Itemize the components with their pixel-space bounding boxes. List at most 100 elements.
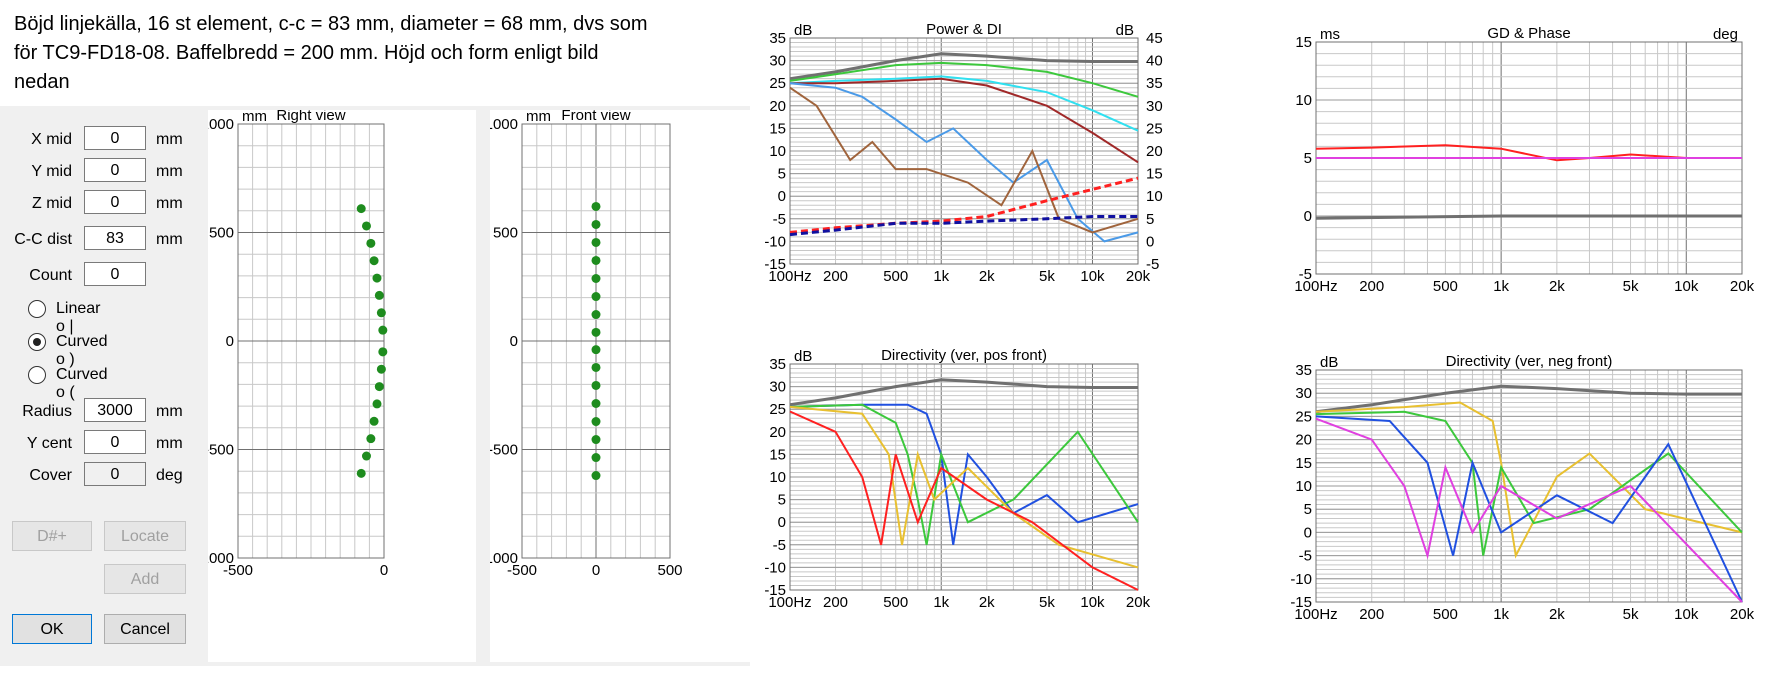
y2-axis-unit: dB [1116, 22, 1134, 39]
x-tick-label: 500 [883, 268, 908, 285]
y2-tick-label: 45 [1146, 30, 1163, 47]
y-tick-label: 0 [510, 333, 518, 350]
series-line [789, 403, 1139, 545]
caption-line: Böjd linjekälla, 16 st element, c-c = 83… [14, 13, 648, 35]
x-mid-input[interactable]: 0 [84, 126, 146, 150]
series-line [1315, 415, 1743, 603]
driver-point [356, 468, 366, 478]
caption-line: nedan [14, 71, 70, 93]
x-tick-label: -500 [223, 562, 253, 579]
y-tick-label: -500 [490, 442, 518, 459]
x-tick-label: 20k [1126, 268, 1151, 285]
caption: Böjd linjekälla, 16 st element, c-c = 83… [14, 10, 734, 97]
driver-point [591, 398, 601, 408]
y2-tick-label: 5 [1146, 211, 1154, 228]
add-button[interactable]: Add [104, 564, 186, 594]
locate-button[interactable]: Locate [104, 521, 186, 551]
y-tick-label: 0 [778, 514, 786, 531]
driver-point [591, 380, 601, 390]
y-tick-label: -1000 [490, 550, 518, 567]
y-tick-label: 35 [769, 30, 786, 47]
driver-point [591, 201, 601, 211]
radio-linear[interactable] [28, 300, 46, 318]
radio-curved-concave[interactable] [28, 366, 46, 384]
y-tick-label: 500 [209, 225, 234, 242]
y-cent-input[interactable]: 0 [84, 430, 146, 454]
y-mid-input[interactable]: 0 [84, 158, 146, 182]
z-mid-unit: mm [156, 195, 183, 212]
radio-curved-convex-label[interactable]: Curved o ) [56, 333, 108, 368]
driver-point [591, 453, 601, 463]
z-mid-input[interactable]: 0 [84, 190, 146, 214]
cover-label: Cover [29, 467, 72, 484]
y-tick-label: -10 [764, 233, 786, 250]
y2-tick-label: 20 [1146, 143, 1163, 160]
chart-title: Power & DI [926, 21, 1002, 38]
driver-point [378, 347, 388, 357]
x-tick-label: 1k [1493, 606, 1509, 623]
radio-curved-concave-label[interactable]: Curved o ( [56, 366, 108, 401]
x-tick-label: 200 [1359, 278, 1384, 295]
x-tick-label: 100Hz [768, 268, 811, 285]
chart-title: Directivity (ver, pos front) [881, 347, 1047, 364]
driver-point [361, 221, 371, 231]
cc-dist-input[interactable]: 83 [84, 226, 146, 250]
y-axis-unit: mm [526, 110, 551, 125]
ok-button[interactable]: OK [12, 614, 92, 644]
y-tick-label: 25 [1295, 408, 1312, 425]
chart-title: Front view [561, 110, 630, 124]
driver-point [591, 417, 601, 427]
radius-input[interactable]: 3000 [84, 398, 146, 422]
y-axis-unit: dB [794, 348, 812, 365]
y2-tick-label: 30 [1146, 98, 1163, 115]
d-hash-plus-button[interactable]: D#+ [12, 521, 92, 551]
x-tick-label: 200 [823, 594, 848, 611]
y-tick-label: 15 [769, 120, 786, 137]
x-tick-label: 5k [1039, 594, 1055, 611]
chart-title: Directivity (ver, neg front) [1446, 353, 1613, 370]
driver-point [591, 471, 601, 481]
x-tick-label: 2k [1549, 278, 1565, 295]
y2-tick-label: -5 [1146, 256, 1159, 273]
count-label: Count [29, 267, 72, 284]
y-tick-label: -5 [773, 211, 786, 228]
y-tick-label: 5 [778, 166, 786, 183]
y-tick-label: 0 [226, 333, 234, 350]
y-tick-label: -15 [764, 256, 786, 273]
x-tick-label: 0 [592, 562, 600, 579]
y-mid-label: Y mid [31, 163, 72, 180]
y-tick-label: 30 [769, 379, 786, 396]
x-tick-label: 2k [979, 268, 995, 285]
x-tick-label: 10k [1674, 606, 1699, 623]
driver-point [366, 238, 376, 248]
series-line [789, 215, 1138, 237]
radio-curved-convex[interactable] [28, 333, 46, 351]
y-tick-label: 1000 [490, 116, 518, 133]
x-tick-label: 20k [1730, 278, 1755, 295]
count-input[interactable]: 0 [84, 262, 146, 286]
y-tick-label: 0 [778, 188, 786, 205]
driver-point [591, 274, 601, 284]
x-tick-label: 1k [1493, 278, 1509, 295]
x-tick-label: 0 [380, 562, 388, 579]
cancel-button[interactable]: Cancel [104, 614, 186, 644]
driver-point [369, 416, 379, 426]
x-tick-label: 100Hz [768, 594, 811, 611]
cover-input[interactable]: 0 [84, 462, 146, 486]
x-tick-label: 200 [823, 268, 848, 285]
y2-tick-label: 25 [1146, 120, 1163, 137]
series-line [1315, 417, 1743, 603]
radio-linear-label[interactable]: Linear o | [56, 300, 101, 335]
y2-tick-label: 15 [1146, 166, 1163, 183]
x-tick-label: 2k [979, 594, 995, 611]
directivity-pos-panel: 35 30 25 20 15 10 5 0 -5 -10 -15 100Hz 200 500 1k 2k 5k 1… [752, 340, 1278, 670]
x-tick-label: 10k [1674, 278, 1699, 295]
x-tick-label: 5k [1623, 278, 1639, 295]
driver-point [356, 204, 366, 214]
x-tick-label: 10k [1080, 594, 1105, 611]
y2-tick-label: 35 [1146, 75, 1163, 92]
driver-point [361, 451, 371, 461]
